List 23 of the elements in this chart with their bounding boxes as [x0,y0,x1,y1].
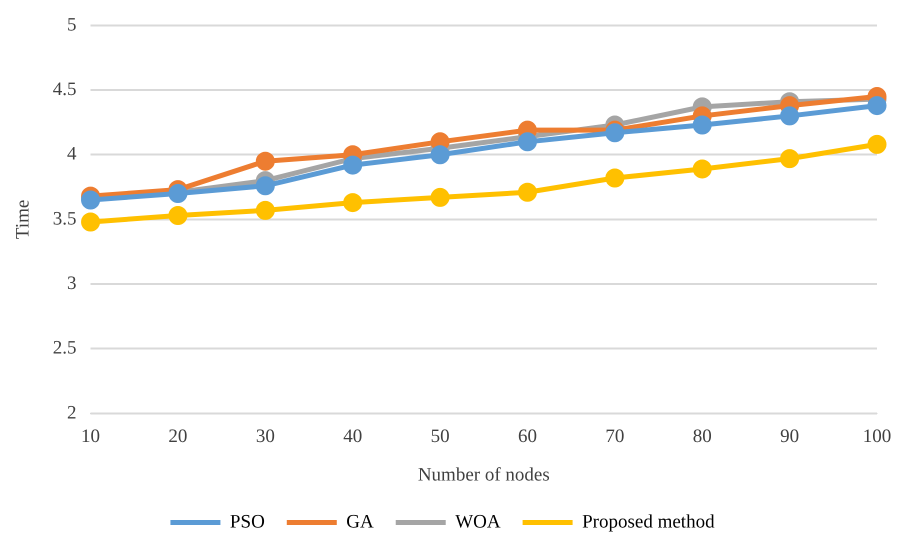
y-tick-label: 4.5 [52,79,77,100]
y-tick-label: 4 [67,144,78,165]
x-tick-label: 70 [605,426,624,447]
legend-label: GA [346,511,374,532]
legend-label: WOA [455,511,501,532]
y-tick-label: 2 [67,402,77,424]
x-tick-label: 60 [518,426,537,447]
y-axis-title: Time [12,200,34,240]
x-tick-label: 30 [256,426,275,447]
x-tick-label: 40 [343,426,362,447]
legend-label: PSO [230,511,265,532]
x-tick-label: 20 [168,426,188,447]
legend-label: Proposed method [582,511,716,532]
x-tick-label: 10 [81,426,100,447]
x-tick-label: 50 [430,426,450,447]
x-tick-label: 90 [780,426,800,447]
y-tick-label: 2.5 [52,338,77,359]
x-axis-title: Number of nodes [418,464,550,486]
y-tick-label: 3 [67,273,77,294]
y-tick-label: 3.5 [52,208,77,230]
x-tick-label: 80 [692,426,712,447]
x-tick-label: 100 [862,426,892,447]
y-tick-label: 5 [67,14,77,36]
